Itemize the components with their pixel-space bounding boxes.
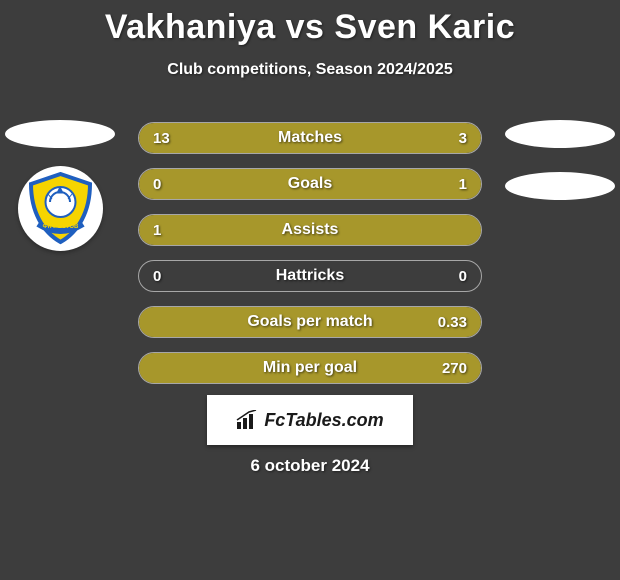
bar-fill-left bbox=[139, 123, 416, 153]
stat-bar-row: Hattricks0 0 bbox=[138, 260, 482, 292]
bar-fill-left bbox=[139, 169, 201, 199]
crest-icon: ФК РОСТОВ bbox=[24, 172, 97, 245]
stat-label: Hattricks bbox=[139, 261, 481, 291]
stat-bar-row: Goals01 bbox=[138, 168, 482, 200]
stat-bar-row: Matches133 bbox=[138, 122, 482, 154]
player-placeholder-ellipse bbox=[5, 120, 115, 148]
bar-fill-left bbox=[139, 215, 481, 245]
bar-fill-right bbox=[201, 169, 481, 199]
bar-fill-right bbox=[139, 307, 481, 337]
left-player-column: ФК РОСТОВ bbox=[0, 120, 120, 251]
page-subtitle: Club competitions, Season 2024/2025 bbox=[0, 61, 620, 79]
stat-bar-row: Min per goal270 bbox=[138, 352, 482, 384]
svg-text:ФК РОСТОВ: ФК РОСТОВ bbox=[42, 224, 78, 230]
footer-brand-badge: FcTables.com bbox=[207, 395, 413, 445]
footer-brand-text: FcTables.com bbox=[264, 410, 383, 431]
club-crest: ФК РОСТОВ bbox=[18, 166, 103, 251]
stats-comparison-bars: Matches133 Goals01 Assists1 Hattricks0 0 Goal… bbox=[138, 122, 482, 398]
bar-fill-right bbox=[139, 353, 481, 383]
stat-value-right: 0 bbox=[459, 261, 467, 291]
chart-icon bbox=[236, 410, 260, 430]
right-player-column bbox=[500, 120, 620, 218]
footer-date: 6 october 2024 bbox=[0, 456, 620, 476]
bar-fill-right bbox=[416, 123, 481, 153]
stat-bar-row: Assists1 bbox=[138, 214, 482, 246]
player-placeholder-ellipse bbox=[505, 120, 615, 148]
page-title: Vakhaniya vs Sven Karic bbox=[0, 0, 620, 47]
stat-bar-row: Goals per match0.33 bbox=[138, 306, 482, 338]
stat-value-left: 0 bbox=[153, 261, 161, 291]
club-placeholder-ellipse bbox=[505, 172, 615, 200]
